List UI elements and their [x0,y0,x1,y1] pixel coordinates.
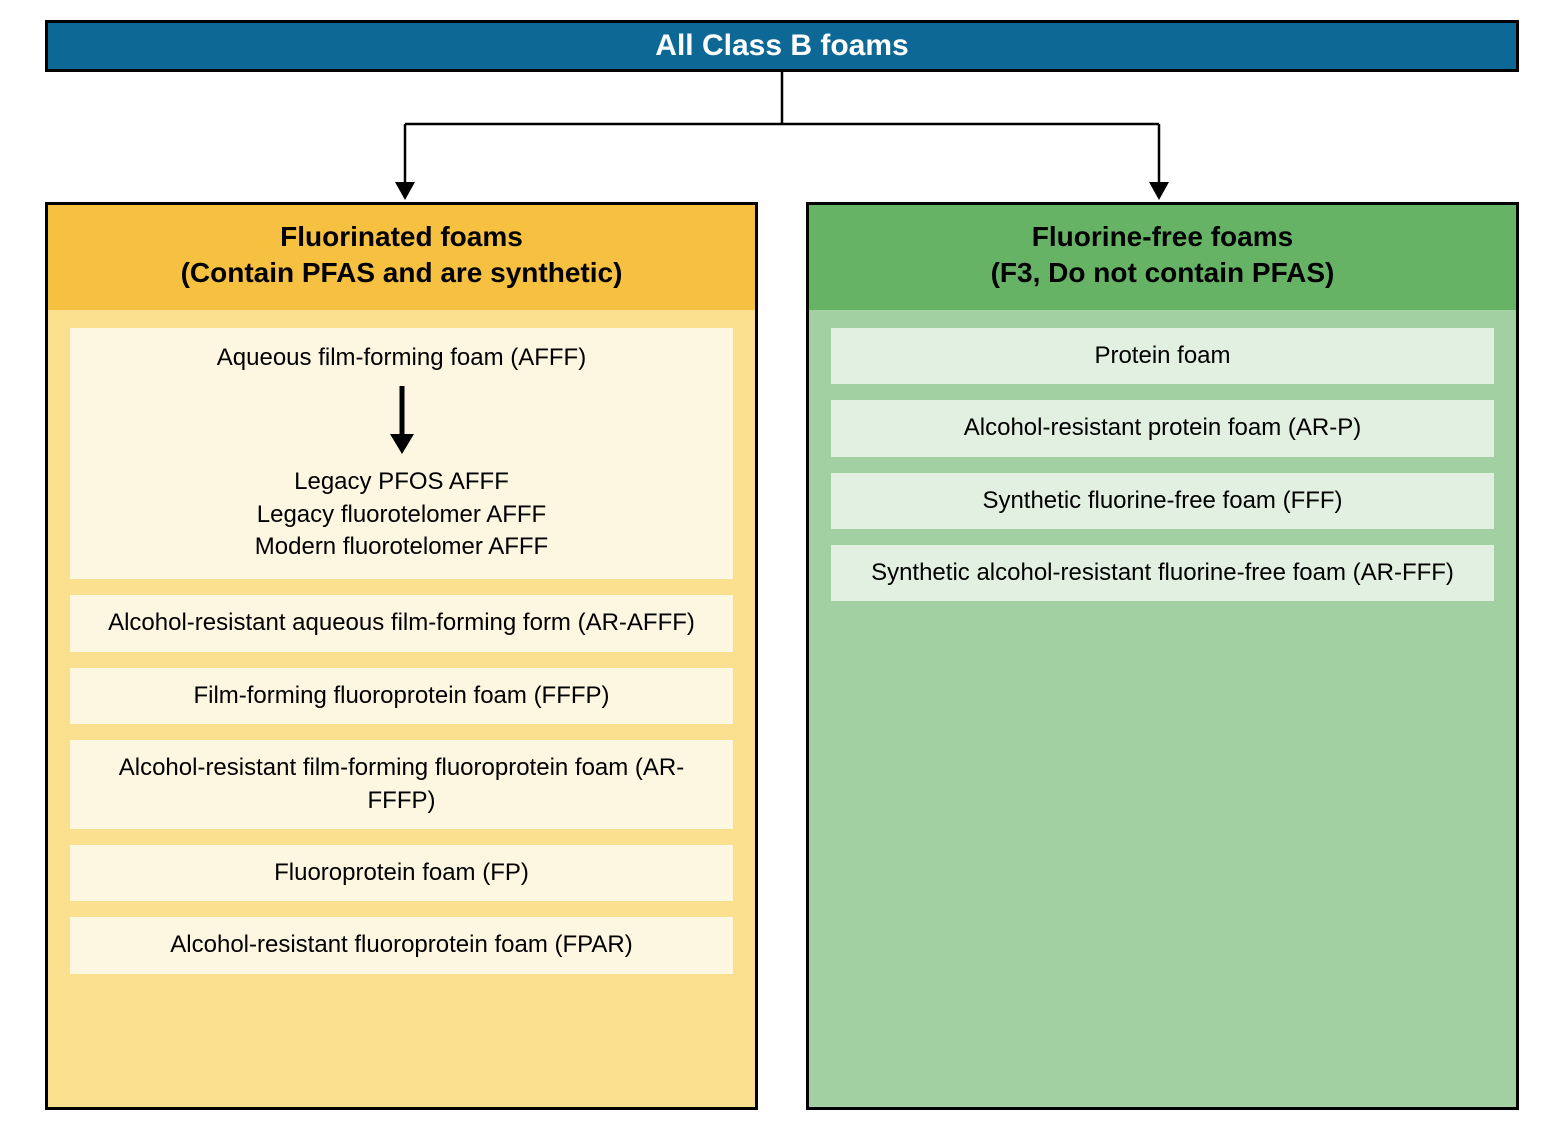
connector-area [45,72,1519,202]
fluorinated-item: Film-forming fluoroprotein foam (FFFP) [70,668,733,724]
fluorine-free-body: Protein foam Alcohol-resistant protein f… [809,310,1516,640]
connector-lines [405,72,1159,184]
afff-box: Aqueous film-forming foam (AFFF) Legacy … [70,328,733,580]
fluorine-free-item: Protein foam [831,328,1494,384]
fluorinated-title-line1: Fluorinated foams [58,219,745,255]
afff-sub-2: Modern fluorotelomer AFFF [88,531,715,563]
root-label: All Class B foams [655,29,908,62]
fluorinated-item: Alcohol-resistant film-forming fluoropro… [70,740,733,829]
root-node: All Class B foams [45,20,1519,72]
fluorine-free-item: Synthetic alcohol-resistant fluorine-fre… [831,545,1494,601]
columns-container: Fluorinated foams (Contain PFAS and are … [45,202,1519,1110]
fluorine-free-item: Synthetic fluorine-free foam (FFF) [831,473,1494,529]
fluorinated-title-line2: (Contain PFAS and are synthetic) [58,255,745,291]
connector-arrows [395,182,1169,200]
fluorine-free-column: Fluorine-free foams (F3, Do not contain … [806,202,1519,1110]
fluorinated-header: Fluorinated foams (Contain PFAS and are … [48,205,755,310]
afff-title: Aqueous film-forming foam (AFFF) [88,342,715,374]
fluorinated-column: Fluorinated foams (Contain PFAS and are … [45,202,758,1110]
fluorine-free-item: Alcohol-resistant protein foam (AR-P) [831,400,1494,456]
fluorinated-item: Alcohol-resistant fluoroprotein foam (FP… [70,917,733,973]
fluorinated-body: Aqueous film-forming foam (AFFF) Legacy … [48,310,755,1012]
tree-connector [45,72,1519,202]
fluorinated-item: Fluoroprotein foam (FP) [70,845,733,901]
fluorine-free-title-line2: (F3, Do not contain PFAS) [819,255,1506,291]
fluorine-free-header: Fluorine-free foams (F3, Do not contain … [809,205,1516,310]
fluorine-free-title-line1: Fluorine-free foams [819,219,1506,255]
afff-sub-0: Legacy PFOS AFFF [88,466,715,498]
fluorinated-item: Alcohol-resistant aqueous film-forming f… [70,595,733,651]
afff-arrow-icon [382,382,422,456]
afff-sub-1: Legacy fluorotelomer AFFF [88,499,715,531]
